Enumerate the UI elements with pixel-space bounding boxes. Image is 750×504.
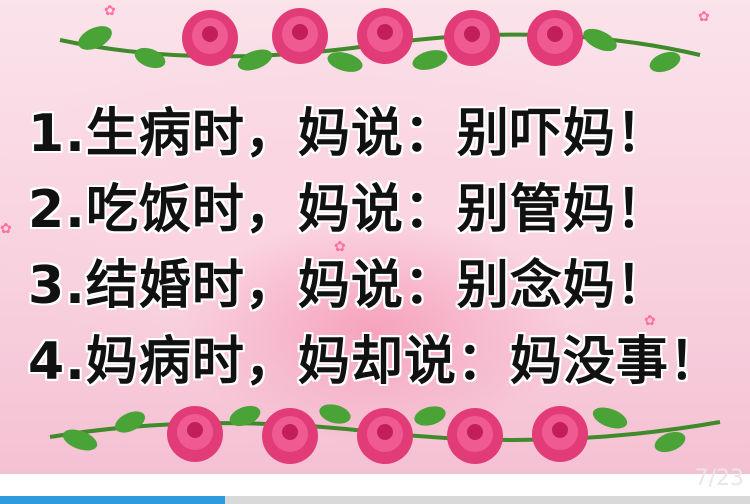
sparkle-icon: ✿	[334, 239, 346, 255]
slide-text: 1.生病时，妈说：别吓妈！ 2.吃饭时，妈说：别管妈！ 3.结婚时，妈说：别念妈…	[28, 96, 750, 400]
text-line-4: 4.妈病时，妈却说：妈没事！	[28, 332, 722, 392]
rose-icon	[62, 406, 223, 462]
rose-icon	[527, 10, 681, 73]
text-line-3: 3.结婚时，妈说：别念妈！	[28, 256, 669, 316]
rose-icon	[78, 10, 238, 69]
rose-icon	[319, 404, 413, 464]
rose-garland-bottom	[49, 404, 721, 464]
progress-bar[interactable]	[0, 496, 750, 504]
sparkle-icon: ✿	[104, 3, 116, 19]
rose-icon	[327, 8, 413, 72]
sparkle-icon: ✿	[644, 313, 656, 329]
text-line-1: 1.生病时，妈说：别吓妈！	[28, 104, 669, 164]
rose-icon	[532, 406, 686, 462]
rose-icon	[237, 8, 328, 71]
sparkle-icon: ✿	[698, 9, 710, 25]
text-line-2: 2.吃饭时，妈说：别管妈！	[28, 180, 669, 240]
progress-bar-fill	[0, 496, 225, 504]
rose-icon	[229, 405, 318, 464]
sparkle-icon: ✿	[0, 221, 12, 237]
slide-image[interactable]: ✿ ✿ ✿ ✿ ✿ 1.生病时，妈说：别吓妈！ 2.吃饭时，妈说：别管妈！ 3.…	[0, 0, 750, 474]
rose-icon	[414, 406, 503, 464]
rose-garland-top	[59, 8, 701, 73]
page-counter: 7/23	[694, 466, 744, 491]
rose-icon	[412, 10, 500, 70]
